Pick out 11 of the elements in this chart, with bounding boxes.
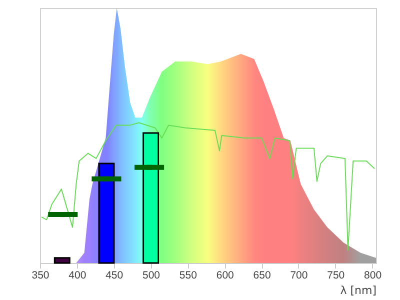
x-tick-label: 500 (142, 270, 160, 282)
x-tick-label: 400 (68, 270, 86, 282)
x-tick-label: 650 (253, 270, 271, 282)
x-tick-label: 450 (106, 270, 124, 282)
x-tick-label: 800 (364, 270, 382, 282)
x-tick-label: 550 (179, 270, 198, 282)
x-axis-title: λ [nm] (340, 284, 376, 297)
x-tick-label: 700 (290, 270, 308, 282)
x-tick-label: 750 (327, 270, 345, 282)
x-tick-label: 600 (216, 270, 234, 282)
x-tick-label: 350 (32, 270, 50, 282)
